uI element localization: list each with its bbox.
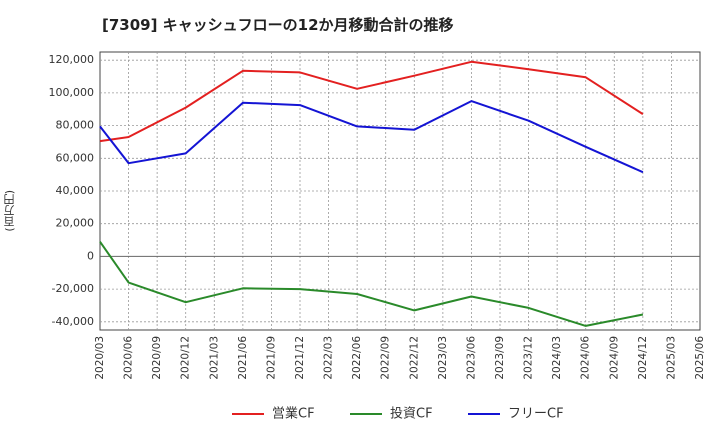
x-tick-label: 2021/03	[208, 336, 220, 380]
y-tick-label: 0	[87, 249, 94, 262]
y-tick-label: 120,000	[49, 53, 95, 66]
chart-title: [7309] キャッシュフローの12か月移動合計の推移	[102, 16, 454, 34]
x-tick-label: 2020/06	[123, 336, 135, 380]
x-tick-label: 2024/12	[637, 336, 649, 380]
legend-label-0: 営業CF	[272, 406, 315, 422]
series-line-0	[99, 60, 644, 143]
series-line-1	[99, 241, 644, 327]
x-tick-label: 2025/06	[694, 336, 706, 380]
y-tick-labels: 120,000 100,000 80,000 60,000 40,000 20,000 0 -…	[49, 53, 95, 328]
x-tick-label: 2022/06	[351, 336, 363, 380]
x-tick-label: 2023/06	[465, 336, 477, 380]
x-tick-label: 2024/03	[551, 336, 563, 380]
x-tick-label: 2021/12	[294, 336, 306, 380]
series-lines	[99, 60, 644, 327]
y-tick-label: 40,000	[56, 184, 95, 197]
y-tick-label: 100,000	[49, 86, 95, 99]
legend: 営業CF 投資CF フリーCF	[232, 406, 564, 422]
x-tick-labels: 2020/03 2020/06 2020/09 2020/12 2021/03 2021/…	[94, 336, 706, 380]
y-tick-label: -20,000	[52, 282, 94, 295]
series-line-2	[99, 100, 644, 174]
x-tick-label: 2023/09	[494, 336, 506, 380]
x-tick-label: 2025/03	[665, 336, 677, 380]
legend-label-1: 投資CF	[390, 406, 433, 422]
x-tick-label: 2021/06	[237, 336, 249, 380]
x-tick-label: 2023/03	[437, 336, 449, 380]
y-tick-label: 60,000	[56, 151, 95, 164]
y-tick-label: -40,000	[52, 315, 94, 328]
x-tick-label: 2023/12	[523, 336, 535, 380]
x-tick-label: 2021/09	[265, 336, 277, 380]
x-tick-label: 2022/03	[323, 336, 335, 380]
x-tick-label: 2020/03	[94, 336, 106, 380]
x-tick-label: 2022/12	[408, 336, 420, 380]
y-tick-label: 80,000	[56, 119, 95, 132]
x-tick-label: 2024/09	[608, 336, 620, 380]
legend-label-2: フリーCF	[508, 407, 564, 422]
grid-lines	[100, 52, 700, 330]
x-tick-label: 2020/12	[180, 336, 192, 380]
y-tick-label: 20,000	[56, 217, 95, 230]
x-tick-label: 2020/09	[151, 336, 163, 380]
x-tick-label: 2022/09	[380, 336, 392, 380]
x-tick-label: 2024/06	[580, 336, 592, 380]
